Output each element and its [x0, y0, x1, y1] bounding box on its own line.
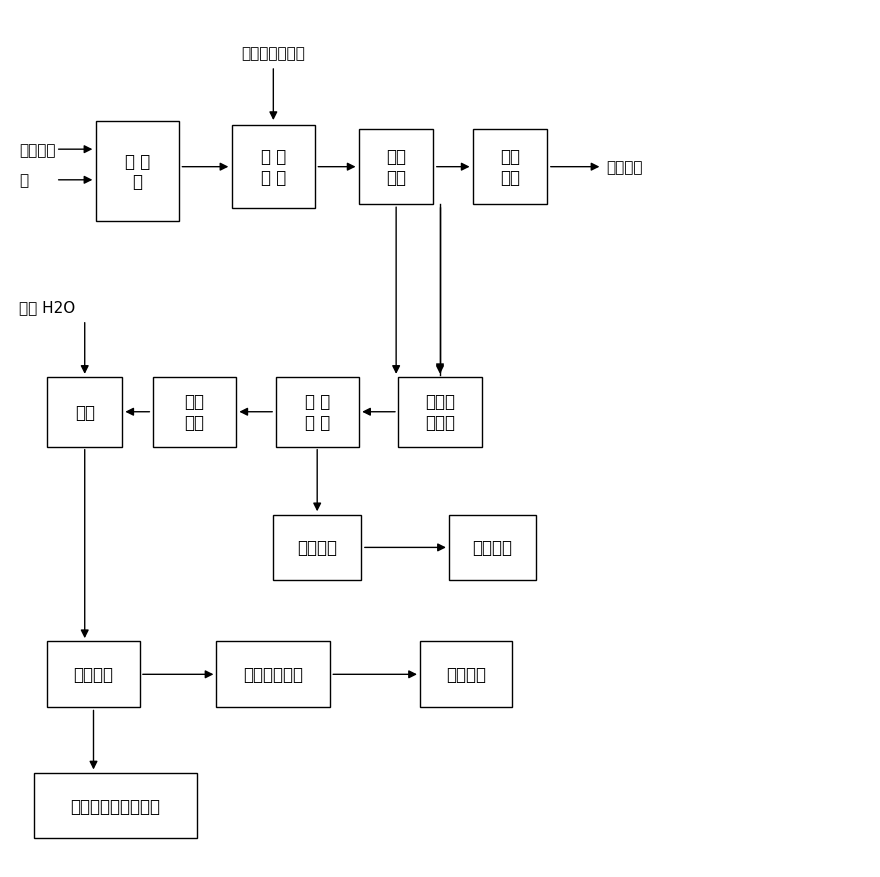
Text: 加 热
分 解: 加 热 分 解 — [304, 393, 330, 431]
Text: 固液分离: 固液分离 — [74, 666, 114, 683]
Bar — [48, 377, 122, 447]
Bar — [473, 131, 547, 204]
Text: 成品包装: 成品包装 — [446, 666, 487, 683]
Bar — [48, 642, 140, 708]
Bar — [274, 515, 361, 581]
Bar — [34, 773, 196, 838]
Text: 气体
净化: 气体 净化 — [185, 393, 204, 431]
Bar — [216, 642, 330, 708]
Bar — [449, 515, 537, 581]
Bar — [231, 126, 315, 209]
Bar — [275, 377, 359, 447]
Text: 氟硅酸
盐干燥: 氟硅酸 盐干燥 — [425, 393, 455, 431]
Text: 含氟尾气: 含氟尾气 — [19, 143, 55, 158]
Text: 二氧化硅干燥: 二氧化硅干燥 — [244, 666, 304, 683]
Text: 达标排放: 达标排放 — [606, 160, 643, 175]
Text: 水: 水 — [19, 173, 28, 188]
Bar — [153, 377, 236, 447]
Text: 固液
分离: 固液 分离 — [386, 148, 407, 187]
Text: 废水
处理: 废水 处理 — [500, 148, 520, 187]
Text: 无机氟盐: 无机氟盐 — [297, 538, 337, 557]
Text: 吸 收
器: 吸 收 器 — [125, 153, 150, 191]
Bar — [359, 131, 434, 204]
Bar — [399, 377, 481, 447]
Text: 高纯 H2O: 高纯 H2O — [19, 300, 75, 315]
Bar — [421, 642, 512, 708]
Text: 吸收: 吸收 — [75, 403, 95, 421]
Bar — [96, 122, 179, 222]
Text: 无机碱或无机盐: 无机碱或无机盐 — [241, 46, 305, 61]
Text: 高纯氟硅酸成品包装: 高纯氟硅酸成品包装 — [70, 796, 160, 815]
Text: 中 和
反 应: 中 和 反 应 — [260, 148, 286, 187]
Text: 成品包装: 成品包装 — [473, 538, 513, 557]
